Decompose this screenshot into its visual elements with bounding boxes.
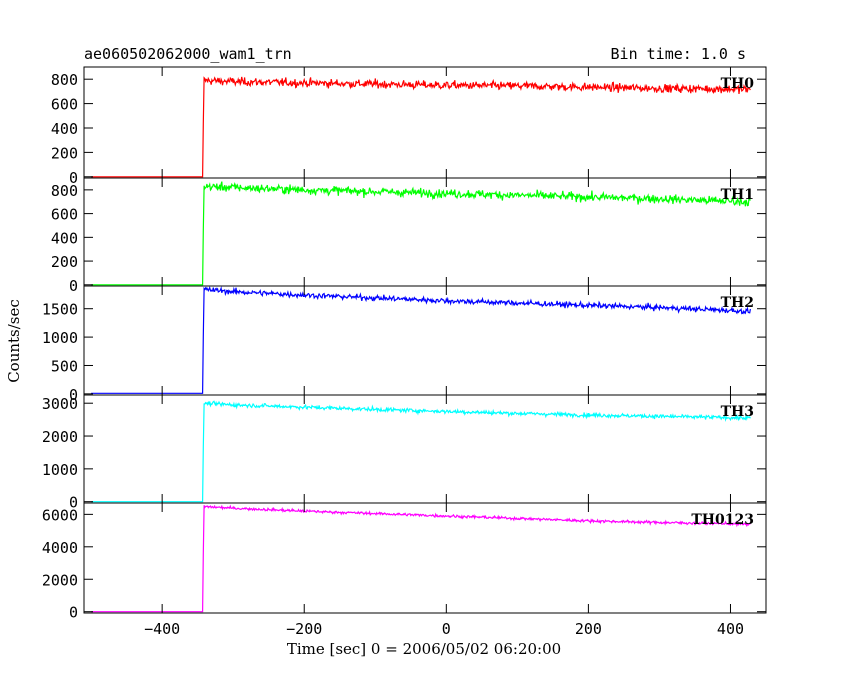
x-tick-label: 200 [575, 620, 602, 638]
panel-label-th1: TH1 [721, 187, 754, 203]
panel-label-th0: TH0 [721, 76, 755, 92]
y-axis-title: Counts/sec [5, 299, 23, 383]
panel-frame [83, 502, 767, 614]
panel-label-th2: TH2 [721, 295, 754, 311]
y-tick-label: 3000 [42, 395, 78, 413]
series-line-th2 [91, 286, 751, 394]
y-tick-label: 2000 [42, 428, 78, 446]
y-tick-label: 6000 [42, 506, 78, 524]
series-line-th0123 [91, 504, 751, 613]
y-tick-label: 400 [51, 229, 78, 247]
panel-frame [83, 285, 767, 396]
y-tick-label: 600 [51, 96, 78, 114]
chart-title: ae060502062000_wam1_trn [84, 45, 292, 63]
panel-th0: 0 200 400 600 800 TH0 [51, 66, 767, 187]
y-tick-label: 600 [51, 206, 78, 224]
x-tick-label: 0 [442, 620, 451, 638]
y-tick-label: 0 [69, 277, 78, 295]
panels-group: 0 200 400 600 800 TH0 0 200 400 600 800 TH1 0 500 1000… [42, 66, 767, 638]
y-tick-label: 1500 [42, 301, 78, 319]
y-tick-label: 4000 [42, 539, 78, 557]
y-tick-label: 2000 [42, 571, 78, 589]
y-tick-label: 500 [51, 357, 78, 375]
y-tick-label: 800 [51, 182, 78, 200]
y-tick-label: 1000 [42, 461, 78, 479]
panel-label-th3: TH3 [721, 404, 754, 420]
series-line-th0 [91, 76, 751, 178]
panel-th0123: 0 2000 4000 6000 TH0123 [42, 502, 767, 622]
y-tick-label: 200 [51, 253, 78, 271]
panel-label-th0123: TH0123 [691, 512, 754, 528]
bin-time-label: Bin time: 1.0 s [611, 45, 746, 63]
x-tick-label: −200 [286, 620, 322, 638]
x-axis-title: Time [sec] 0 = 2006/05/02 06:20:00 [287, 640, 561, 658]
series-line-th1 [91, 181, 751, 286]
y-tick-label: 200 [51, 144, 78, 162]
y-tick-label: 0 [69, 494, 78, 512]
y-tick-label: 0 [69, 169, 78, 187]
y-tick-label: 0 [69, 604, 78, 622]
panel-th2: 0 500 1000 1500 TH2 [42, 285, 767, 404]
y-tick-label: 0 [69, 386, 78, 404]
y-tick-label: 1000 [42, 329, 78, 347]
x-tick-label: 400 [717, 620, 744, 638]
y-tick-label: 400 [51, 120, 78, 138]
panel-th1: 0 200 400 600 800 TH1 [51, 177, 767, 295]
panel-th3: 0 1000 2000 3000 TH3 [42, 394, 767, 512]
x-tick-label: −400 [144, 620, 180, 638]
series-line-th3 [91, 400, 751, 503]
y-tick-label: 800 [51, 71, 78, 89]
